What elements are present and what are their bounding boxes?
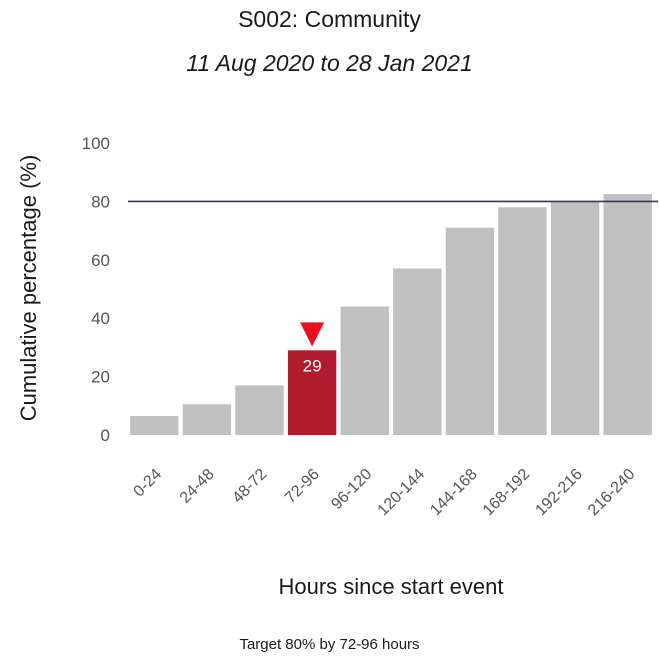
y-tick-label: 40 — [91, 309, 110, 328]
x-tick-label: 72-96 — [282, 466, 323, 507]
bar-chart: 0 20 40 60 80 100 29 0-24 24-48 48-72 72-96 96-12… — [16, 134, 658, 599]
bar — [182, 404, 232, 435]
target-footnote: Target 80% by 72-96 hours — [239, 636, 420, 653]
chart-title: S002: Community — [238, 6, 421, 32]
y-tick-label: 20 — [91, 368, 110, 387]
bars: 29 — [130, 194, 652, 435]
x-tick-label: 0-24 — [130, 466, 165, 501]
bar — [393, 268, 442, 435]
highlight-marker-triangle — [300, 322, 325, 347]
x-tick-label: 48-72 — [229, 466, 270, 507]
y-tick-label: 60 — [91, 251, 110, 270]
chart-subtitle: 11 Aug 2020 to 28 Jan 2021 — [186, 50, 473, 76]
bar — [130, 416, 179, 435]
y-tick-label: 0 — [101, 426, 110, 445]
bar — [550, 201, 600, 435]
x-tick-label: 96-120 — [328, 466, 375, 513]
bar — [445, 227, 495, 435]
bar — [603, 194, 652, 435]
x-tick-label: 24-48 — [177, 466, 218, 507]
x-tick-label: 216-240 — [585, 466, 639, 520]
bar-value-label: 29 — [303, 356, 322, 375]
y-tick-label: 100 — [82, 134, 110, 153]
x-axis-ticks: 0-24 24-48 48-72 72-96 96-120 120-144 144-168 1… — [130, 466, 638, 520]
x-tick-label: 168-192 — [480, 466, 534, 520]
y-axis-ticks: 0 20 40 60 80 100 — [82, 134, 110, 445]
bar — [235, 385, 284, 435]
bar-highlight — [287, 350, 337, 435]
x-tick-label: 192-216 — [532, 466, 586, 520]
bar — [498, 207, 547, 435]
y-axis-title: Cumulative percentage (%) — [16, 155, 41, 422]
x-tick-label: 120-144 — [375, 466, 429, 520]
x-axis-title: Hours since start event — [279, 574, 504, 599]
y-tick-label: 80 — [91, 192, 110, 211]
bar — [340, 306, 389, 435]
x-tick-label: 144-168 — [427, 466, 481, 520]
